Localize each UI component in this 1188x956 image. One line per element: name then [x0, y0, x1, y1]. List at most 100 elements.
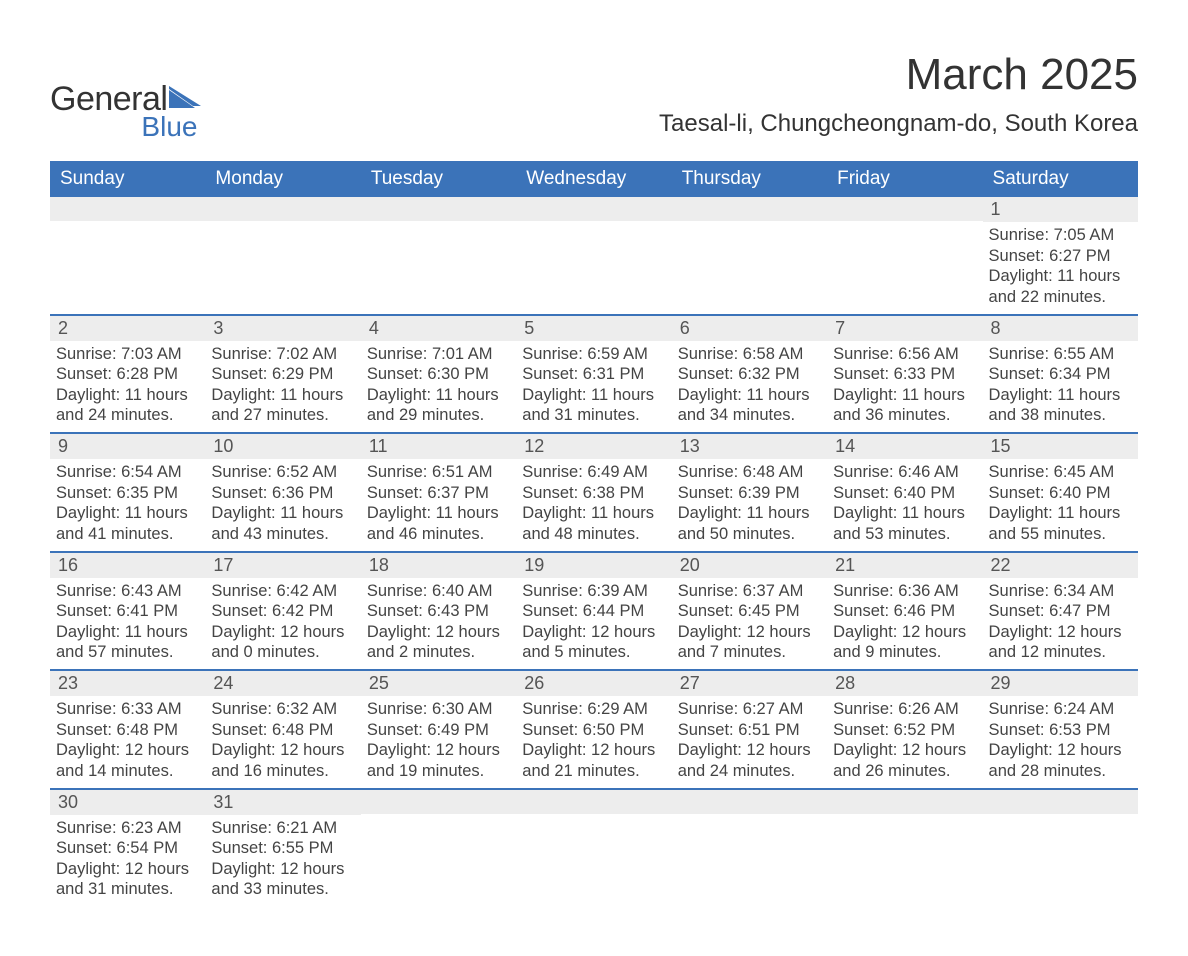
sunrise-text: Sunrise: 6:52 AM — [211, 462, 354, 483]
day-cell: 11Sunrise: 6:51 AMSunset: 6:37 PMDayligh… — [361, 434, 516, 551]
day-cell: 12Sunrise: 6:49 AMSunset: 6:38 PMDayligh… — [516, 434, 671, 551]
day-body: Sunrise: 7:01 AMSunset: 6:30 PMDaylight:… — [361, 341, 516, 433]
day-cell: 17Sunrise: 6:42 AMSunset: 6:42 PMDayligh… — [205, 553, 360, 670]
day-body: Sunrise: 6:42 AMSunset: 6:42 PMDaylight:… — [205, 578, 360, 670]
day-body: Sunrise: 6:49 AMSunset: 6:38 PMDaylight:… — [516, 459, 671, 551]
day-number: 19 — [516, 553, 671, 578]
sunset-text: Sunset: 6:51 PM — [678, 720, 821, 741]
sunrise-text: Sunrise: 6:58 AM — [678, 344, 821, 365]
daylight-text: Daylight: 11 hours and 22 minutes. — [989, 266, 1132, 307]
day-body: Sunrise: 7:03 AMSunset: 6:28 PMDaylight:… — [50, 341, 205, 433]
day-cell: 4Sunrise: 7:01 AMSunset: 6:30 PMDaylight… — [361, 316, 516, 433]
day-body: Sunrise: 6:34 AMSunset: 6:47 PMDaylight:… — [983, 578, 1138, 670]
day-number: 4 — [361, 316, 516, 341]
calendar-week: 2Sunrise: 7:03 AMSunset: 6:28 PMDaylight… — [50, 314, 1138, 433]
logo-text-blue: Blue — [50, 111, 197, 143]
daylight-text: Daylight: 12 hours and 31 minutes. — [56, 859, 199, 900]
day-cell — [361, 197, 516, 314]
sunset-text: Sunset: 6:44 PM — [522, 601, 665, 622]
sunrise-text: Sunrise: 7:01 AM — [367, 344, 510, 365]
day-header: Saturday — [983, 161, 1138, 197]
day-body: Sunrise: 6:54 AMSunset: 6:35 PMDaylight:… — [50, 459, 205, 551]
day-number: 30 — [50, 790, 205, 815]
day-cell: 24Sunrise: 6:32 AMSunset: 6:48 PMDayligh… — [205, 671, 360, 788]
daylight-text: Daylight: 11 hours and 41 minutes. — [56, 503, 199, 544]
title-block: March 2025 Taesal-li, Chungcheongnam-do,… — [659, 50, 1138, 138]
empty-day-bar — [672, 790, 827, 814]
daylight-text: Daylight: 12 hours and 33 minutes. — [211, 859, 354, 900]
logo: General Blue — [50, 80, 201, 143]
daylight-text: Daylight: 11 hours and 48 minutes. — [522, 503, 665, 544]
day-body: Sunrise: 6:27 AMSunset: 6:51 PMDaylight:… — [672, 696, 827, 788]
daylight-text: Daylight: 12 hours and 26 minutes. — [833, 740, 976, 781]
day-number: 16 — [50, 553, 205, 578]
day-body: Sunrise: 6:24 AMSunset: 6:53 PMDaylight:… — [983, 696, 1138, 788]
sunset-text: Sunset: 6:37 PM — [367, 483, 510, 504]
day-cell — [516, 197, 671, 314]
daylight-text: Daylight: 11 hours and 53 minutes. — [833, 503, 976, 544]
day-body: Sunrise: 6:32 AMSunset: 6:48 PMDaylight:… — [205, 696, 360, 788]
day-cell: 1Sunrise: 7:05 AMSunset: 6:27 PMDaylight… — [983, 197, 1138, 314]
sunset-text: Sunset: 6:52 PM — [833, 720, 976, 741]
day-body: Sunrise: 7:02 AMSunset: 6:29 PMDaylight:… — [205, 341, 360, 433]
day-number: 20 — [672, 553, 827, 578]
sunset-text: Sunset: 6:50 PM — [522, 720, 665, 741]
sunset-text: Sunset: 6:36 PM — [211, 483, 354, 504]
day-cell: 8Sunrise: 6:55 AMSunset: 6:34 PMDaylight… — [983, 316, 1138, 433]
day-body: Sunrise: 6:55 AMSunset: 6:34 PMDaylight:… — [983, 341, 1138, 433]
day-cell: 29Sunrise: 6:24 AMSunset: 6:53 PMDayligh… — [983, 671, 1138, 788]
sunset-text: Sunset: 6:49 PM — [367, 720, 510, 741]
sunset-text: Sunset: 6:30 PM — [367, 364, 510, 385]
day-number: 21 — [827, 553, 982, 578]
calendar-week: 16Sunrise: 6:43 AMSunset: 6:41 PMDayligh… — [50, 551, 1138, 670]
daylight-text: Daylight: 11 hours and 31 minutes. — [522, 385, 665, 426]
daylight-text: Daylight: 12 hours and 28 minutes. — [989, 740, 1132, 781]
sunrise-text: Sunrise: 6:30 AM — [367, 699, 510, 720]
day-number: 2 — [50, 316, 205, 341]
day-cell: 25Sunrise: 6:30 AMSunset: 6:49 PMDayligh… — [361, 671, 516, 788]
daylight-text: Daylight: 11 hours and 24 minutes. — [56, 385, 199, 426]
day-body: Sunrise: 6:30 AMSunset: 6:49 PMDaylight:… — [361, 696, 516, 788]
day-header: Monday — [205, 161, 360, 197]
day-body: Sunrise: 6:43 AMSunset: 6:41 PMDaylight:… — [50, 578, 205, 670]
day-number: 12 — [516, 434, 671, 459]
day-number: 18 — [361, 553, 516, 578]
calendar-week: 1Sunrise: 7:05 AMSunset: 6:27 PMDaylight… — [50, 197, 1138, 314]
day-cell: 3Sunrise: 7:02 AMSunset: 6:29 PMDaylight… — [205, 316, 360, 433]
day-cell — [672, 197, 827, 314]
daylight-text: Daylight: 12 hours and 14 minutes. — [56, 740, 199, 781]
day-cell: 23Sunrise: 6:33 AMSunset: 6:48 PMDayligh… — [50, 671, 205, 788]
sunset-text: Sunset: 6:38 PM — [522, 483, 665, 504]
sunrise-text: Sunrise: 6:54 AM — [56, 462, 199, 483]
day-cell: 20Sunrise: 6:37 AMSunset: 6:45 PMDayligh… — [672, 553, 827, 670]
day-cell — [361, 790, 516, 907]
day-cell: 27Sunrise: 6:27 AMSunset: 6:51 PMDayligh… — [672, 671, 827, 788]
weeks-container: 1Sunrise: 7:05 AMSunset: 6:27 PMDaylight… — [50, 197, 1138, 906]
day-body: Sunrise: 6:39 AMSunset: 6:44 PMDaylight:… — [516, 578, 671, 670]
daylight-text: Daylight: 11 hours and 38 minutes. — [989, 385, 1132, 426]
day-body: Sunrise: 6:48 AMSunset: 6:39 PMDaylight:… — [672, 459, 827, 551]
day-number: 15 — [983, 434, 1138, 459]
day-number: 5 — [516, 316, 671, 341]
day-body: Sunrise: 6:58 AMSunset: 6:32 PMDaylight:… — [672, 341, 827, 433]
sunset-text: Sunset: 6:54 PM — [56, 838, 199, 859]
day-body: Sunrise: 6:26 AMSunset: 6:52 PMDaylight:… — [827, 696, 982, 788]
empty-day-bar — [361, 197, 516, 221]
sunrise-text: Sunrise: 6:34 AM — [989, 581, 1132, 602]
daylight-text: Daylight: 12 hours and 2 minutes. — [367, 622, 510, 663]
day-body: Sunrise: 6:45 AMSunset: 6:40 PMDaylight:… — [983, 459, 1138, 551]
day-cell: 19Sunrise: 6:39 AMSunset: 6:44 PMDayligh… — [516, 553, 671, 670]
daylight-text: Daylight: 11 hours and 27 minutes. — [211, 385, 354, 426]
daylight-text: Daylight: 12 hours and 19 minutes. — [367, 740, 510, 781]
sunset-text: Sunset: 6:40 PM — [833, 483, 976, 504]
day-cell: 6Sunrise: 6:58 AMSunset: 6:32 PMDaylight… — [672, 316, 827, 433]
header: General Blue March 2025 Taesal-li, Chung… — [50, 50, 1138, 143]
day-number: 25 — [361, 671, 516, 696]
day-number: 1 — [983, 197, 1138, 222]
day-number: 14 — [827, 434, 982, 459]
day-cell — [50, 197, 205, 314]
day-cell: 28Sunrise: 6:26 AMSunset: 6:52 PMDayligh… — [827, 671, 982, 788]
day-number: 22 — [983, 553, 1138, 578]
sunrise-text: Sunrise: 6:46 AM — [833, 462, 976, 483]
sunset-text: Sunset: 6:35 PM — [56, 483, 199, 504]
